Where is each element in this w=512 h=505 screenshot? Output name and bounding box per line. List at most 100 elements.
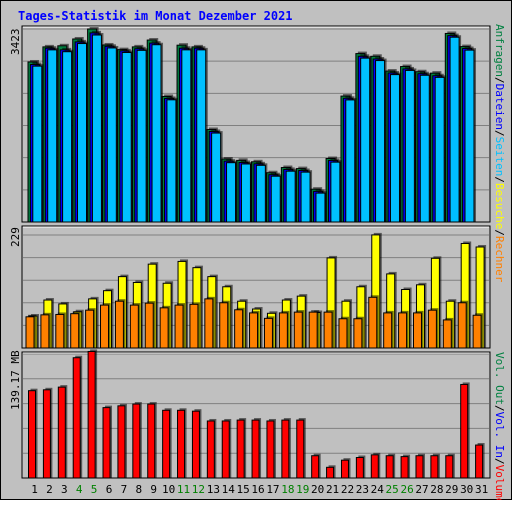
bar-volumen-20 <box>311 455 320 479</box>
bar-rechner-13 <box>204 298 214 349</box>
bar-volumen-17 <box>266 420 275 479</box>
bar-volumen-18 <box>281 419 290 479</box>
day-label-31: 31 <box>475 483 488 496</box>
bar-volumen-13 <box>206 420 215 479</box>
bar-seiten-24 <box>375 60 386 223</box>
day-label-4: 4 <box>76 483 83 496</box>
day-label-17: 17 <box>266 483 279 496</box>
bar-rechner-14 <box>219 302 229 349</box>
day-label-22: 22 <box>341 483 354 496</box>
day-label-30: 30 <box>460 483 473 496</box>
day-label-21: 21 <box>326 483 339 496</box>
bar-rechner-4 <box>70 313 80 349</box>
bar-seiten-19 <box>300 171 311 223</box>
bar-volumen-22 <box>340 459 349 479</box>
bar-volumen-27 <box>415 455 424 479</box>
bar-rechner-5 <box>85 309 95 349</box>
bar-seiten-3 <box>62 51 73 223</box>
bar-rechner-31 <box>472 314 482 349</box>
day-label-1: 1 <box>31 483 38 496</box>
bar-seiten-27 <box>419 74 430 223</box>
day-label-26: 26 <box>400 483 413 496</box>
bar-seiten-22 <box>345 99 356 223</box>
bar-seiten-11 <box>181 49 192 223</box>
y-max-label-2: 229 <box>9 227 22 247</box>
day-label-16: 16 <box>251 483 264 496</box>
bar-rechner-29 <box>442 319 452 349</box>
day-label-12: 12 <box>192 483 205 496</box>
bar-rechner-8 <box>129 304 139 349</box>
bar-rechner-1 <box>25 316 35 349</box>
day-label-15: 15 <box>237 483 250 496</box>
bar-volumen-28 <box>430 455 439 479</box>
legend-top-vertical-part-7: Besuche <box>493 183 506 229</box>
bar-seiten-26 <box>404 69 415 223</box>
day-label-14: 14 <box>222 483 236 496</box>
bar-seiten-17 <box>270 175 281 223</box>
bar-volumen-24 <box>370 454 379 479</box>
bar-rechner-10 <box>159 307 169 349</box>
bar-rechner-28 <box>427 309 437 349</box>
bar-rechner-15 <box>234 309 244 349</box>
day-label-25: 25 <box>386 483 399 496</box>
bar-rechner-17 <box>263 317 273 349</box>
bar-seiten-5 <box>91 34 102 223</box>
bar-seiten-20 <box>315 192 326 223</box>
bar-volumen-2 <box>42 389 51 479</box>
day-label-18: 18 <box>281 483 294 496</box>
bar-seiten-14 <box>226 162 237 223</box>
bar-volumen-3 <box>57 386 66 479</box>
legend-bottom-vertical-part-1: Vol. Out <box>493 352 506 405</box>
bar-rechner-12 <box>189 303 199 349</box>
bar-rechner-27 <box>412 312 422 349</box>
bar-rechner-3 <box>55 313 65 349</box>
bar-rechner-9 <box>144 302 154 349</box>
bar-volumen-12 <box>191 410 200 479</box>
bar-seiten-2 <box>47 49 58 223</box>
bar-seiten-10 <box>166 99 177 223</box>
bar-volumen-16 <box>251 419 260 479</box>
bar-rechner-18 <box>278 312 288 349</box>
day-label-11: 11 <box>177 483 190 496</box>
bar-seiten-21 <box>330 161 341 223</box>
legend-bottom-vertical: Vol. Out/Vol. In/Volumen <box>493 352 506 500</box>
bar-volumen-10 <box>162 409 171 479</box>
bar-rechner-22 <box>338 318 348 349</box>
bar-rechner-26 <box>398 312 408 349</box>
bar-seiten-8 <box>136 49 147 223</box>
day-label-27: 27 <box>415 483 428 496</box>
legend-top-vertical-part-6: / <box>493 176 506 183</box>
bar-rechner-19 <box>293 311 303 349</box>
bar-seiten-9 <box>151 44 162 223</box>
bar-volumen-19 <box>296 419 305 479</box>
bar-volumen-15 <box>236 419 245 479</box>
bar-rechner-20 <box>308 311 318 349</box>
bar-volumen-4 <box>72 357 81 479</box>
day-label-2: 2 <box>46 483 53 496</box>
day-label-9: 9 <box>150 483 157 496</box>
legend-top-vertical-part-2: / <box>493 77 506 84</box>
legend-bottom-vertical-part-3: Vol. In <box>493 412 506 458</box>
bar-rechner-2 <box>40 314 50 349</box>
bar-volumen-7 <box>117 405 126 479</box>
bar-volumen-1 <box>28 390 36 479</box>
bar-seiten-23 <box>360 57 371 223</box>
day-label-3: 3 <box>61 483 68 496</box>
day-label-13: 13 <box>207 483 220 496</box>
bar-rechner-16 <box>249 312 259 349</box>
bar-rechner-30 <box>457 302 467 349</box>
bar-volumen-8 <box>132 403 141 479</box>
bar-seiten-4 <box>77 43 88 223</box>
day-label-28: 28 <box>430 483 443 496</box>
bar-rechner-24 <box>368 296 378 349</box>
day-label-7: 7 <box>121 483 128 496</box>
day-label-19: 19 <box>296 483 309 496</box>
day-label-23: 23 <box>356 483 369 496</box>
legend-bottom-vertical-part-2: / <box>493 405 506 412</box>
bar-volumen-30 <box>460 383 469 479</box>
bar-volumen-5 <box>87 350 96 479</box>
day-label-24: 24 <box>371 483 385 496</box>
bar-seiten-28 <box>434 76 445 223</box>
legend-top-vertical-part-8: / <box>493 229 506 236</box>
bar-rechner-11 <box>174 304 184 349</box>
